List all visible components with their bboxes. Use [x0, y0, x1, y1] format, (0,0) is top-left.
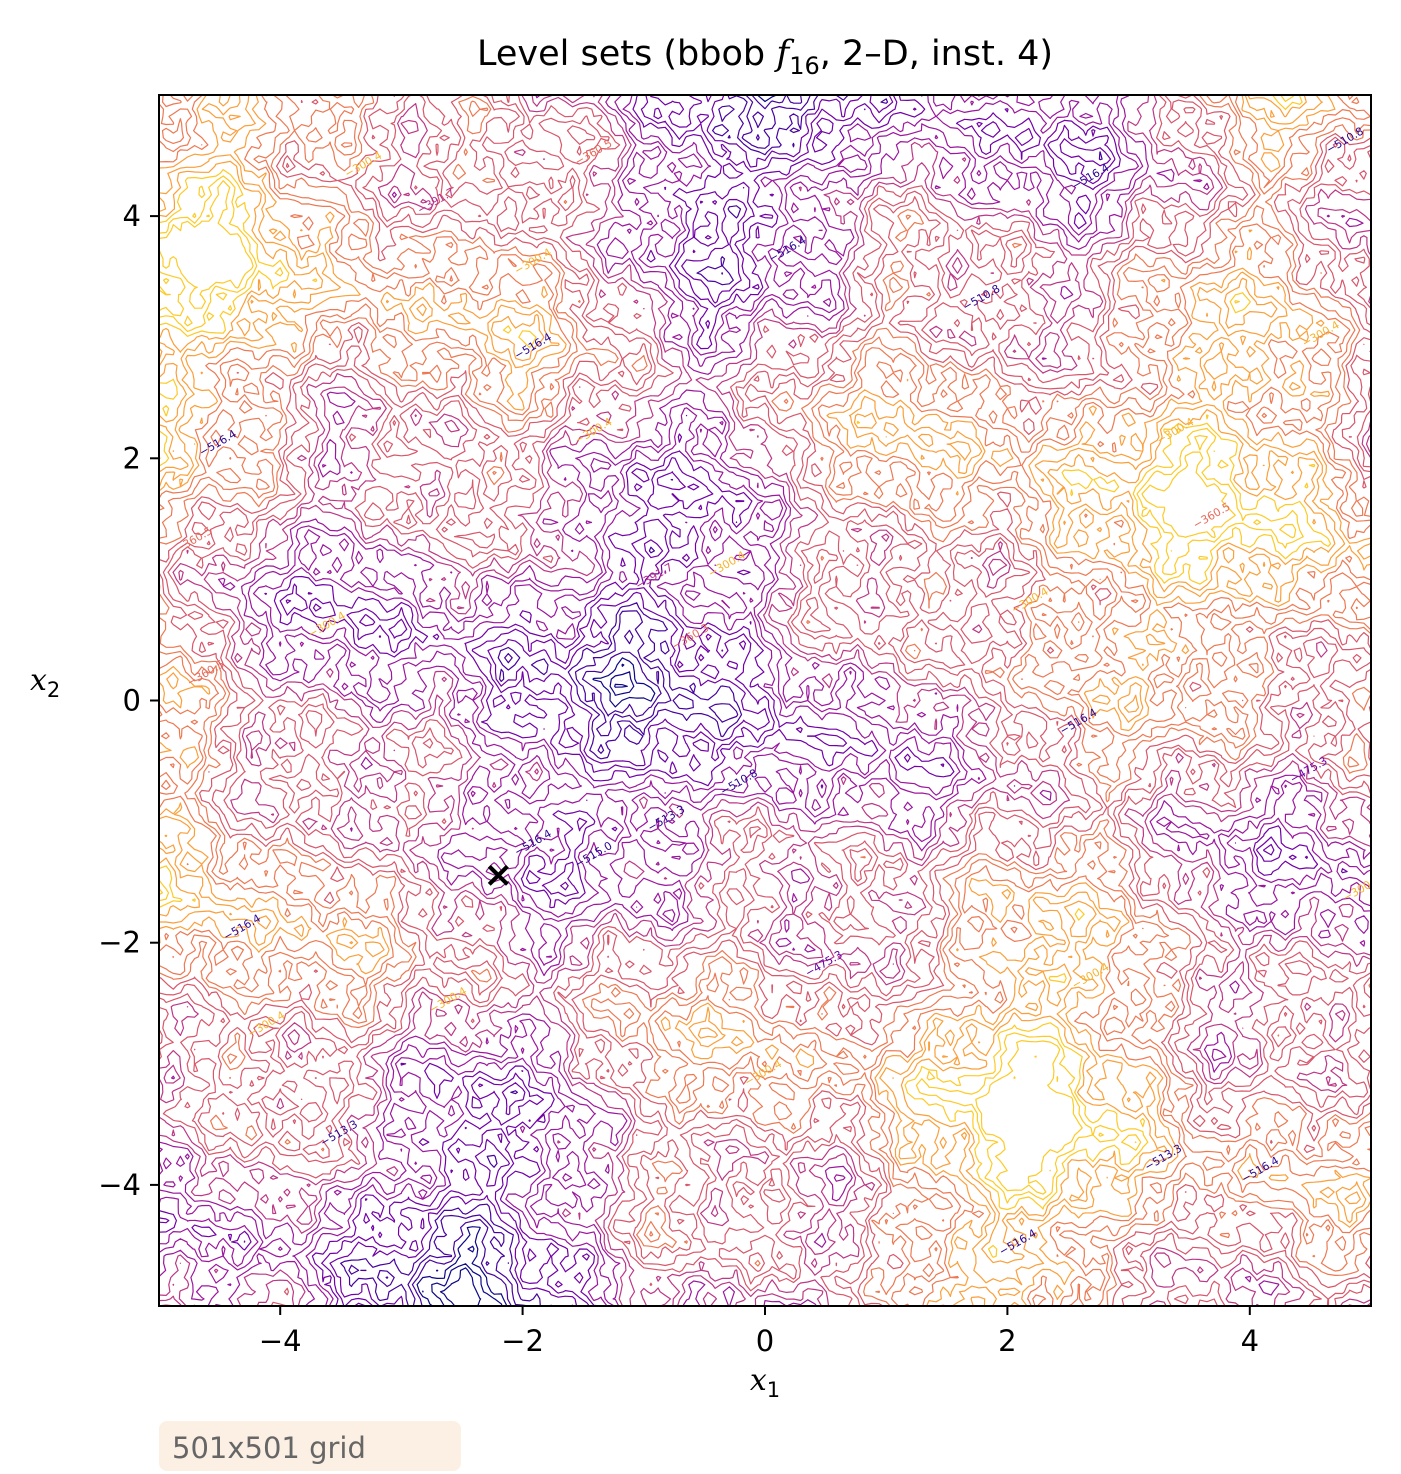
- contour-level-6: [159, 95, 1371, 1306]
- x-tick-label: −2: [501, 1324, 544, 1358]
- x-axis-label: x1: [750, 1363, 780, 1402]
- contour-level-0: [416, 95, 778, 1306]
- y-tick-label: 0: [123, 684, 141, 718]
- y-tick-label: 4: [123, 199, 141, 233]
- contour-level-8: [159, 95, 1332, 1258]
- x-tick-label: 0: [756, 1324, 774, 1358]
- contour-level-2: [159, 95, 1348, 1306]
- grid-size-badge: 501x501 grid: [159, 1421, 461, 1471]
- x-axis-ticks: −4 −2 0 2 4: [259, 1306, 1259, 1358]
- y-axis-label: x2: [30, 663, 60, 702]
- contour-level-7: [159, 95, 1371, 1306]
- minimum-marker: ×: [483, 854, 513, 895]
- contour-level-4: [159, 95, 1371, 1306]
- y-tick-label: −4: [98, 1168, 141, 1202]
- x-tick-label: −4: [259, 1324, 302, 1358]
- chart-title: Level sets (bbob f16, 2–D, inst. 4): [477, 34, 1053, 80]
- x-tick-label: 2: [998, 1324, 1016, 1358]
- contour-lines: [159, 95, 1371, 1306]
- y-tick-label: 2: [123, 441, 141, 475]
- grid-size-text: 501x501 grid: [172, 1431, 366, 1465]
- y-tick-label: −2: [98, 926, 141, 960]
- contour-level-1: [340, 95, 1103, 1306]
- x-tick-label: 4: [1241, 1324, 1259, 1358]
- y-axis-ticks: −4 −2 0 2 4: [98, 199, 159, 1202]
